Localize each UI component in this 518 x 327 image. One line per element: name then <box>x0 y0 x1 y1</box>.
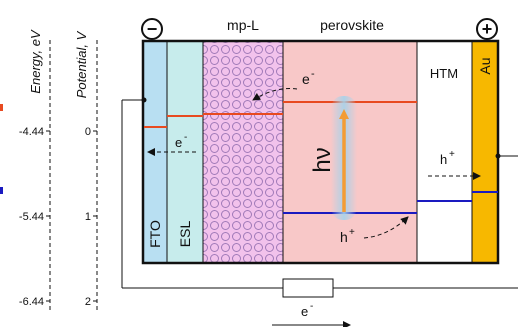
svg-text:e: e <box>301 304 308 319</box>
load-resistor <box>282 278 334 298</box>
negative-terminal-circle <box>141 18 163 40</box>
electron-transfer-arrow <box>252 88 298 101</box>
potential-tick-label: 1 <box>85 211 91 223</box>
au-layer <box>472 41 498 263</box>
htm-label: HTM <box>430 66 458 81</box>
hole-label-htm: h + <box>440 149 455 167</box>
hole-label-perovskite: h + <box>340 227 355 245</box>
svg-text:h: h <box>340 229 348 245</box>
svg-text:h: h <box>440 152 447 167</box>
hole-transfer-arrow <box>363 216 409 239</box>
positive-terminal-sign: + <box>482 19 493 39</box>
negative-terminal-sign: − <box>147 19 158 39</box>
positive-terminal-circle <box>476 18 498 40</box>
fto-label: FTO <box>147 220 163 248</box>
stack-border <box>141 39 500 265</box>
photon-label: hν <box>309 147 336 172</box>
energy-tick-label: -6.44 <box>19 296 44 308</box>
svg-text:+: + <box>449 149 455 160</box>
mpl-circle-pattern <box>203 41 283 263</box>
potential-axis: Potential, V 0 1 2 <box>74 30 98 312</box>
edge-mark-red <box>0 104 3 111</box>
negative-terminal: − <box>141 18 163 40</box>
potential-ticks: 0 1 2 <box>85 126 97 308</box>
energy-axis: Energy, eV -4.44 -5.44 -6.44 <box>19 29 51 312</box>
esl-label: ESL <box>177 221 193 248</box>
positive-terminal: + <box>476 18 498 40</box>
mpl-label: mp-L <box>227 17 259 33</box>
edge-mark-blue <box>0 187 3 194</box>
energy-ticks: -4.44 -5.44 -6.44 <box>19 126 50 308</box>
au-label: Au <box>477 57 493 74</box>
svg-text:e: e <box>302 71 310 87</box>
layer-labels: FTO ESL mp-L perovskite HTM Au <box>147 17 493 248</box>
energy-axis-label: Energy, eV <box>28 29 43 94</box>
svg-text:-: - <box>310 301 313 312</box>
potential-tick-label: 0 <box>85 126 91 138</box>
carrier-labels: e - e - h + h + <box>147 68 481 245</box>
svg-text:e: e <box>175 135 182 150</box>
photon-excitation: hν <box>309 96 357 220</box>
potential-tick-label: 2 <box>85 296 91 308</box>
electron-label-perovskite: e - <box>302 68 315 87</box>
svg-text:-: - <box>311 68 315 80</box>
svg-text:+: + <box>349 227 355 238</box>
external-circuit: e - <box>121 97 518 327</box>
electron-label-esl: e - <box>175 132 187 150</box>
svg-text:-: - <box>184 132 187 143</box>
energy-tick-label: -4.44 <box>19 126 44 138</box>
htm-layer <box>417 41 472 263</box>
perovskite-label: perovskite <box>320 17 384 33</box>
energy-tick-label: -5.44 <box>19 211 44 223</box>
potential-axis-label: Potential, V <box>74 30 89 98</box>
external-electron-label: e - <box>301 301 313 319</box>
